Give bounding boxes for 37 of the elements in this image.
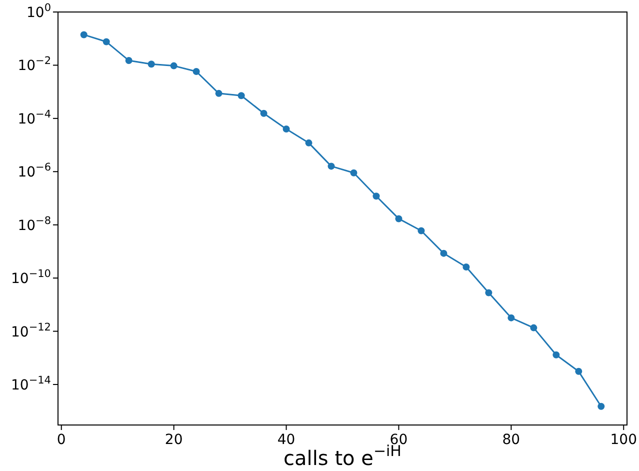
x-tick-label: 80 xyxy=(502,432,520,448)
point xyxy=(125,57,132,64)
point xyxy=(102,38,110,46)
point xyxy=(508,314,515,322)
y-tick-label: 10$^{−8}$ xyxy=(18,214,51,234)
point xyxy=(80,31,88,38)
point xyxy=(148,60,155,68)
point xyxy=(418,227,425,234)
point xyxy=(462,264,470,271)
point xyxy=(552,351,560,358)
point xyxy=(598,402,605,410)
point xyxy=(350,169,358,176)
point xyxy=(575,368,582,375)
point xyxy=(372,192,380,200)
x-tick-label: 0 xyxy=(56,432,66,448)
point xyxy=(485,289,492,296)
y-tick-label: 10$^{−6}$ xyxy=(18,162,52,181)
y-tick-label: 10$^{−12}$ xyxy=(11,321,51,340)
point xyxy=(305,139,312,146)
point xyxy=(440,250,448,257)
point xyxy=(282,126,290,133)
point xyxy=(530,324,538,332)
y-tick-label: 10$^{0}$ xyxy=(26,2,51,21)
point xyxy=(260,110,268,117)
point xyxy=(238,92,245,100)
point xyxy=(192,68,200,76)
point xyxy=(395,215,402,222)
y-tick-label: 10$^{−14}$ xyxy=(11,374,52,394)
point xyxy=(215,90,222,97)
y-tick-label: 10$^{−2}$ xyxy=(18,55,51,74)
point xyxy=(170,62,178,70)
point xyxy=(328,162,335,170)
y-tick-label: 10$^{−4}$ xyxy=(18,108,52,128)
x-tick-label: 100 xyxy=(610,432,637,448)
x-tick-label: 40 xyxy=(277,432,296,448)
y-tick-label: 10$^{−10}$ xyxy=(11,268,51,288)
x-tick-label: 20 xyxy=(164,432,183,448)
